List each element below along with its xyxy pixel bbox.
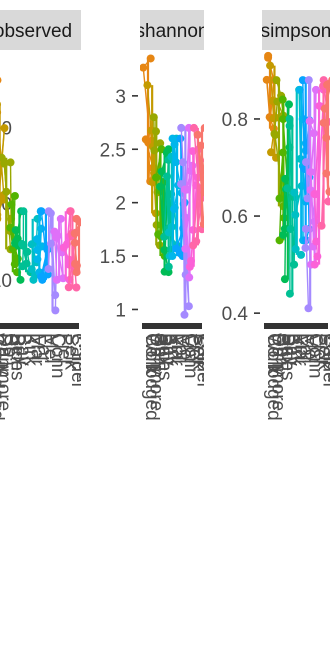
- x-tick-labels: WolkDunmoreHoRichBayKirkMarEarMelConnFie…: [263, 333, 335, 421]
- data-point: [285, 100, 293, 108]
- data-point: [72, 215, 80, 223]
- y-tick-label: 1: [115, 300, 126, 321]
- x-tick-label: Seles: [6, 333, 27, 381]
- y-tick-label: 0.4: [222, 304, 249, 325]
- data-point: [266, 62, 274, 70]
- data-point: [202, 166, 210, 174]
- y-tick-label: 2: [115, 194, 126, 215]
- y-tick-label: 3: [115, 87, 126, 108]
- data-point: [147, 54, 155, 62]
- y-tick-label: 1.5: [100, 247, 126, 268]
- strip-label: shannon: [136, 21, 209, 42]
- data-point: [45, 207, 53, 215]
- data-point: [150, 113, 158, 121]
- x-tick-labels: WolkDunmoreHoRichBayKirkMarEarMelConnFie…: [0, 333, 95, 421]
- data-point: [305, 76, 313, 84]
- x-tick-labels: WolkDunmoreHoRichBayKirkMarEarMelConnFie…: [141, 333, 218, 421]
- x-tick-bar: [264, 323, 328, 329]
- data-point: [176, 135, 184, 143]
- x-tick-label: Wood: [74, 333, 95, 382]
- data-point: [200, 188, 208, 196]
- series-segment: [205, 170, 206, 181]
- series-segment: [205, 128, 207, 170]
- series-segment: [303, 80, 304, 169]
- x-tick-bar: [142, 323, 202, 329]
- x-tick-label: Wood: [197, 333, 218, 382]
- x-tick-bar: [0, 323, 79, 329]
- data-point: [67, 207, 75, 215]
- series-segment: [154, 117, 155, 150]
- y-tick-label: 0.6: [222, 207, 248, 228]
- data-point: [169, 135, 177, 143]
- data-point: [201, 124, 209, 132]
- series-segment: [11, 162, 12, 218]
- y-tick-label: 10: [0, 271, 12, 292]
- data-point: [286, 115, 294, 123]
- data-point: [190, 124, 198, 132]
- panel-simpson: simpson: [261, 10, 332, 50]
- data-point: [37, 207, 45, 215]
- x-tick-label: Seles: [277, 333, 298, 381]
- panel-observed: observed: [0, 10, 81, 50]
- data-point: [201, 177, 209, 185]
- data-point: [279, 96, 287, 104]
- data-point: [272, 76, 280, 84]
- strip-label: simpson: [261, 21, 332, 42]
- x-tick-label: Seles: [154, 333, 175, 381]
- strip-label: observed: [0, 21, 72, 42]
- y-tick-label: 2.5: [100, 140, 126, 161]
- data-point: [264, 52, 272, 60]
- y-tick-label: 0.8: [222, 110, 248, 131]
- data-point: [143, 81, 151, 89]
- panel-shannon: shannon: [136, 10, 209, 50]
- data-point: [177, 124, 185, 132]
- x-tick-label: Wood: [323, 333, 335, 382]
- data-point: [0, 76, 1, 84]
- data-point: [11, 192, 19, 200]
- data-point: [57, 215, 65, 223]
- data-point: [19, 207, 27, 215]
